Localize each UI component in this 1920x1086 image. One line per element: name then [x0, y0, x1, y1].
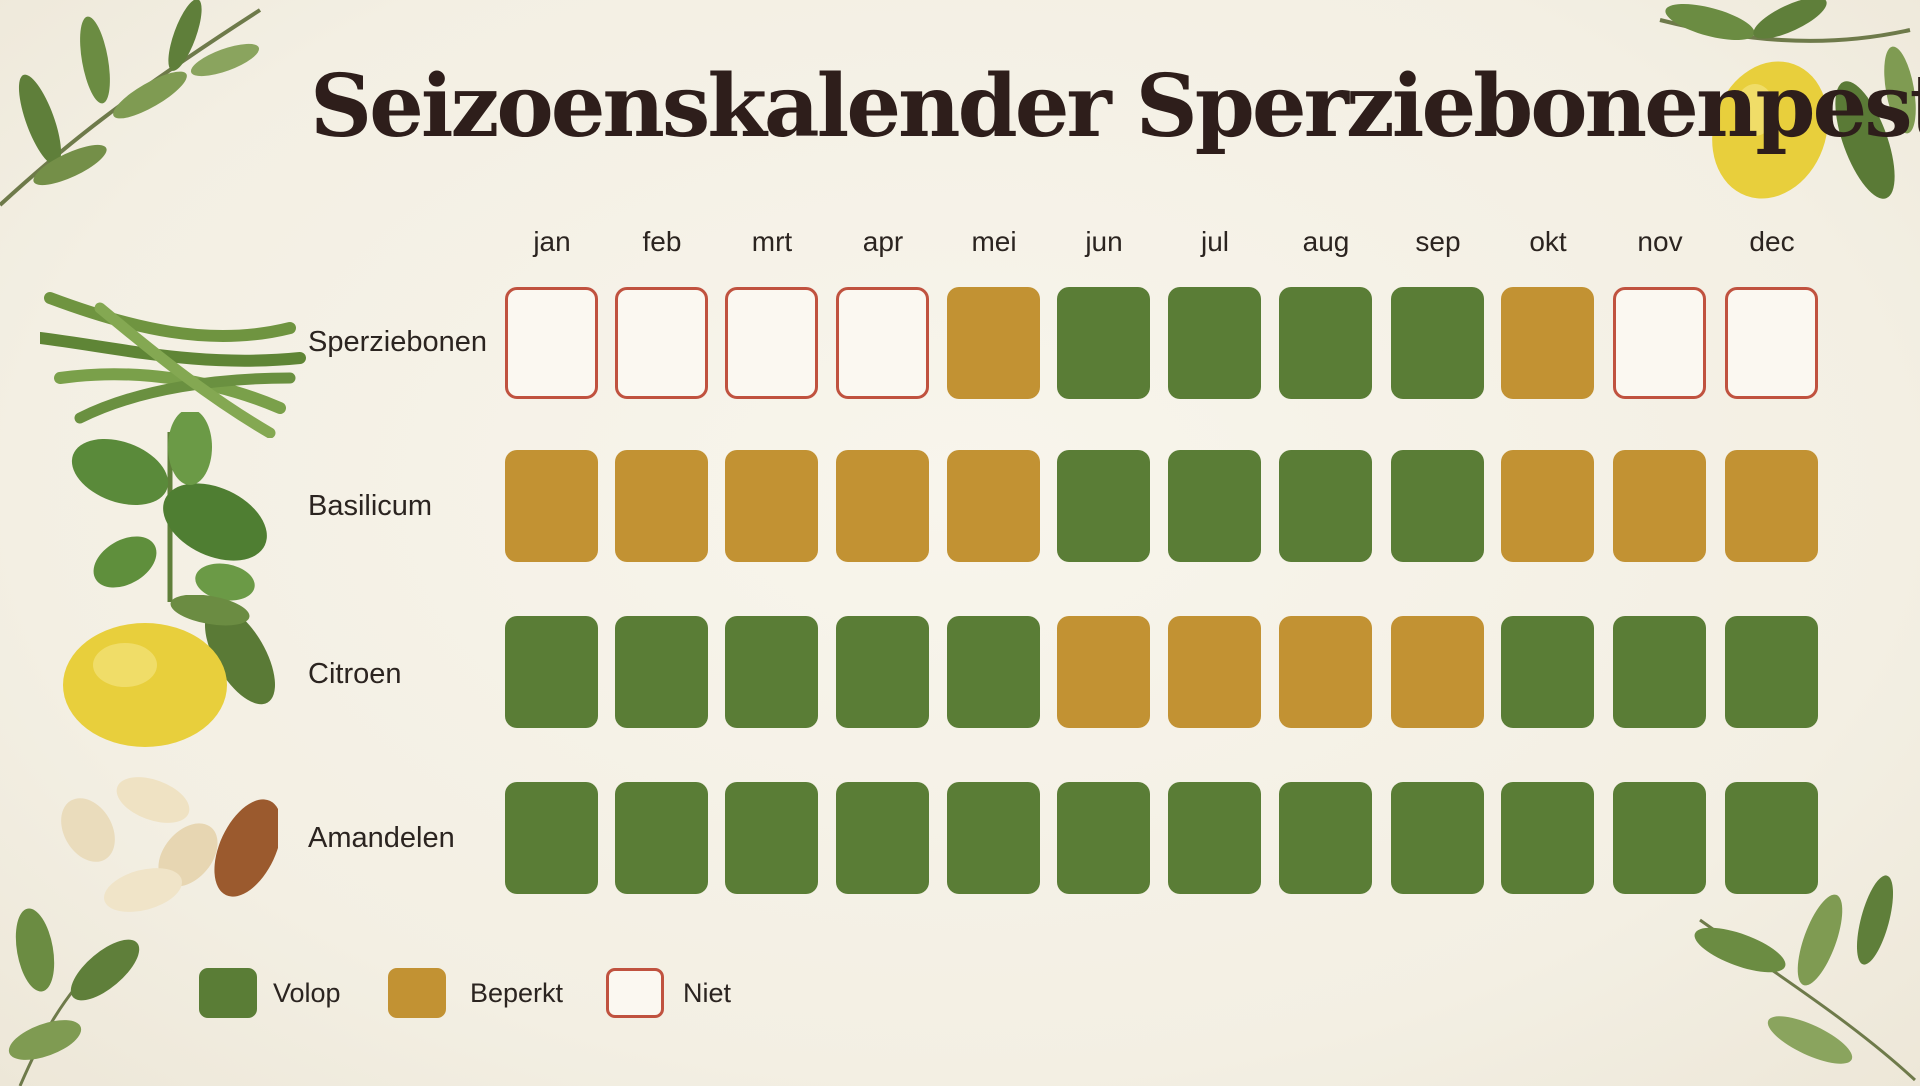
- legend-label-beperkt: Beperkt: [470, 978, 564, 1008]
- cell-sperziebonen-jul: [1168, 287, 1261, 399]
- cell-citroen-okt: [1501, 616, 1594, 728]
- cell-basilicum-mrt: [725, 450, 818, 562]
- cell-basilicum-jan: [505, 450, 598, 562]
- cell-amandelen-dec: [1725, 782, 1818, 894]
- olive-branch-icon: [0, 0, 262, 207]
- cell-basilicum-feb: [615, 450, 708, 562]
- green-beans-icon: [40, 292, 306, 438]
- cell-sperziebonen-okt: [1501, 287, 1594, 399]
- cell-citroen-jan: [505, 616, 598, 728]
- cell-basilicum-dec: [1725, 450, 1818, 562]
- legend-swatch-beperkt: [388, 968, 446, 1018]
- cell-amandelen-apr: [836, 782, 929, 894]
- cell-basilicum-apr: [836, 450, 929, 562]
- leaf-sprig-icon: [1694, 875, 1917, 1082]
- cell-amandelen-jul: [1168, 782, 1261, 894]
- cell-basilicum-jun: [1057, 450, 1150, 562]
- cell-citroen-aug: [1279, 616, 1372, 728]
- cell-amandelen-okt: [1501, 782, 1594, 894]
- almonds-icon: [61, 777, 278, 912]
- legend-swatch-volop: [199, 968, 257, 1018]
- month-label-sep: sep: [1415, 226, 1461, 257]
- cell-sperziebonen-nov: [1613, 287, 1706, 399]
- cell-amandelen-nov: [1613, 782, 1706, 894]
- row-label-amandelen: Amandelen: [308, 822, 455, 854]
- cell-sperziebonen-sep: [1391, 287, 1484, 399]
- cell-sperziebonen-feb: [615, 287, 708, 399]
- legend-swatch-niet: [606, 968, 664, 1018]
- cell-basilicum-sep: [1391, 450, 1484, 562]
- cell-amandelen-feb: [615, 782, 708, 894]
- cell-amandelen-aug: [1279, 782, 1372, 894]
- month-label-jan: jan: [533, 226, 571, 257]
- cell-sperziebonen-mei: [947, 287, 1040, 399]
- month-label-okt: okt: [1529, 226, 1567, 257]
- cell-amandelen-jun: [1057, 782, 1150, 894]
- month-label-mei: mei: [971, 226, 1017, 257]
- cell-basilicum-mei: [947, 450, 1040, 562]
- row-label-sperziebonen: Sperziebonen: [308, 326, 487, 358]
- cell-citroen-jun: [1057, 616, 1150, 728]
- month-label-jul: jul: [1200, 226, 1229, 257]
- cell-amandelen-jan: [505, 782, 598, 894]
- cell-basilicum-aug: [1279, 450, 1372, 562]
- leaf-sprig-icon: [8, 908, 140, 1086]
- cell-citroen-jul: [1168, 616, 1261, 728]
- month-label-feb: feb: [642, 226, 682, 257]
- row-label-citroen: Citroen: [308, 658, 402, 690]
- basil-icon: [71, 412, 267, 602]
- row-label-basilicum: Basilicum: [308, 490, 433, 522]
- cell-sperziebonen-mrt: [725, 287, 818, 399]
- lemon-branch-icon: [1659, 0, 1916, 199]
- cell-basilicum-nov: [1613, 450, 1706, 562]
- cell-citroen-mrt: [725, 616, 818, 728]
- cell-basilicum-okt: [1501, 450, 1594, 562]
- month-label-mrt: mrt: [751, 226, 793, 257]
- cell-sperziebonen-apr: [836, 287, 929, 399]
- month-label-apr: apr: [862, 226, 904, 257]
- cell-citroen-nov: [1613, 616, 1706, 728]
- cell-amandelen-mrt: [725, 782, 818, 894]
- cell-citroen-feb: [615, 616, 708, 728]
- cell-amandelen-sep: [1391, 782, 1484, 894]
- month-label-jun: jun: [1085, 226, 1123, 257]
- cell-sperziebonen-aug: [1279, 287, 1372, 399]
- month-label-aug: aug: [1302, 226, 1350, 257]
- cell-sperziebonen-jan: [505, 287, 598, 399]
- cell-basilicum-jul: [1168, 450, 1261, 562]
- cell-amandelen-mei: [947, 782, 1040, 894]
- cell-citroen-sep: [1391, 616, 1484, 728]
- month-label-dec: dec: [1749, 226, 1795, 257]
- cell-citroen-mei: [947, 616, 1040, 728]
- page-title: Seizoenskalender Sperziebonenpesto: [310, 56, 1920, 157]
- legend-label-volop: Volop: [273, 978, 341, 1008]
- cell-citroen-apr: [836, 616, 929, 728]
- legend-label-niet: Niet: [683, 978, 732, 1008]
- month-label-nov: nov: [1637, 226, 1683, 257]
- cell-sperziebonen-dec: [1725, 287, 1818, 399]
- cell-citroen-dec: [1725, 616, 1818, 728]
- cell-sperziebonen-jun: [1057, 287, 1150, 399]
- lemon-icon: [63, 595, 275, 747]
